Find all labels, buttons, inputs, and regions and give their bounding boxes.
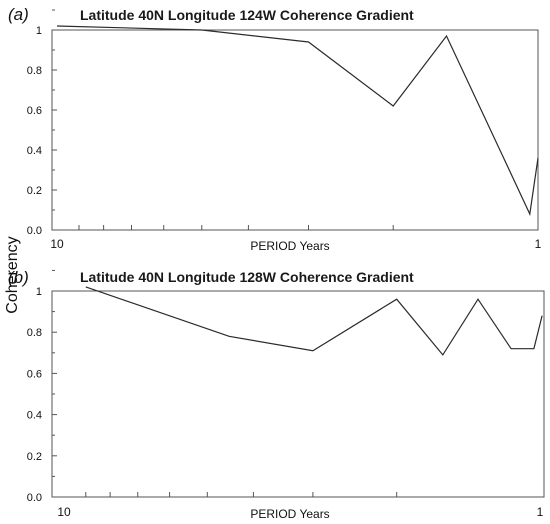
panel-a-series [56,25,539,217]
y-axis-label: Coherency [4,236,21,313]
panel-b-ytick-label: 0.0 [27,492,42,504]
panel-b-plot-frame [51,290,545,498]
panel-a-coherence-line [56,25,539,217]
panel-b-y-ticks: 0.0 0.2 0.4 0.6 0.8 1 [27,269,57,504]
panel-b-ytick-label: 0.6 [27,368,42,380]
panel-b-label: (b) [8,268,29,287]
panel-a-label: (a) [8,5,29,24]
panel-a-ytick-label: 0.6 [27,105,42,117]
panel-a-x-axis-label: PERIOD Years [250,239,329,253]
panel-b-coherence-line [85,286,543,356]
panel-a-xtick-10: 10 [50,237,64,251]
panel-b-ytick-label: 0.4 [27,410,42,422]
panel-b-xtick-10: 10 [57,505,71,519]
panel-b: (b) Latitude 40N Longitude 128W Coherenc… [8,268,545,521]
panel-b-title: Latitude 40N Longitude 128W Coherence Gr… [80,269,414,285]
panel-b-ytick-label: 0.8 [27,327,42,339]
panel-a-x-minor-ticks [78,225,394,230]
panel-a-ytick-label: 0.8 [27,65,42,77]
panel-b-series [85,286,543,356]
panel-b-x-axis-label: PERIOD Years [250,507,329,521]
panel-a-ytick-label: 0.4 [27,145,42,157]
panel-a-title: Latitude 40N Longitude 124W Coherence Gr… [80,7,414,23]
panel-a-ytick-label: 1 [36,25,42,37]
panel-a-y-ticks: 0.0 0.2 0.4 0.6 0.8 1 [27,9,57,237]
panel-a-ytick-label: 0.2 [27,185,42,197]
panel-a: (a) Latitude 40N Longitude 124W Coherenc… [8,5,542,253]
panel-b-ytick-label: 1 [36,286,42,298]
panel-b-ytick-label: 0.2 [27,451,42,463]
panel-a-plot-frame [51,29,539,231]
panel-a-xtick-1: 1 [535,237,542,251]
panel-a-ytick-label: 0.0 [27,225,42,237]
panel-b-x-minor-ticks [85,492,398,497]
panel-b-xtick-1: 1 [537,505,544,519]
